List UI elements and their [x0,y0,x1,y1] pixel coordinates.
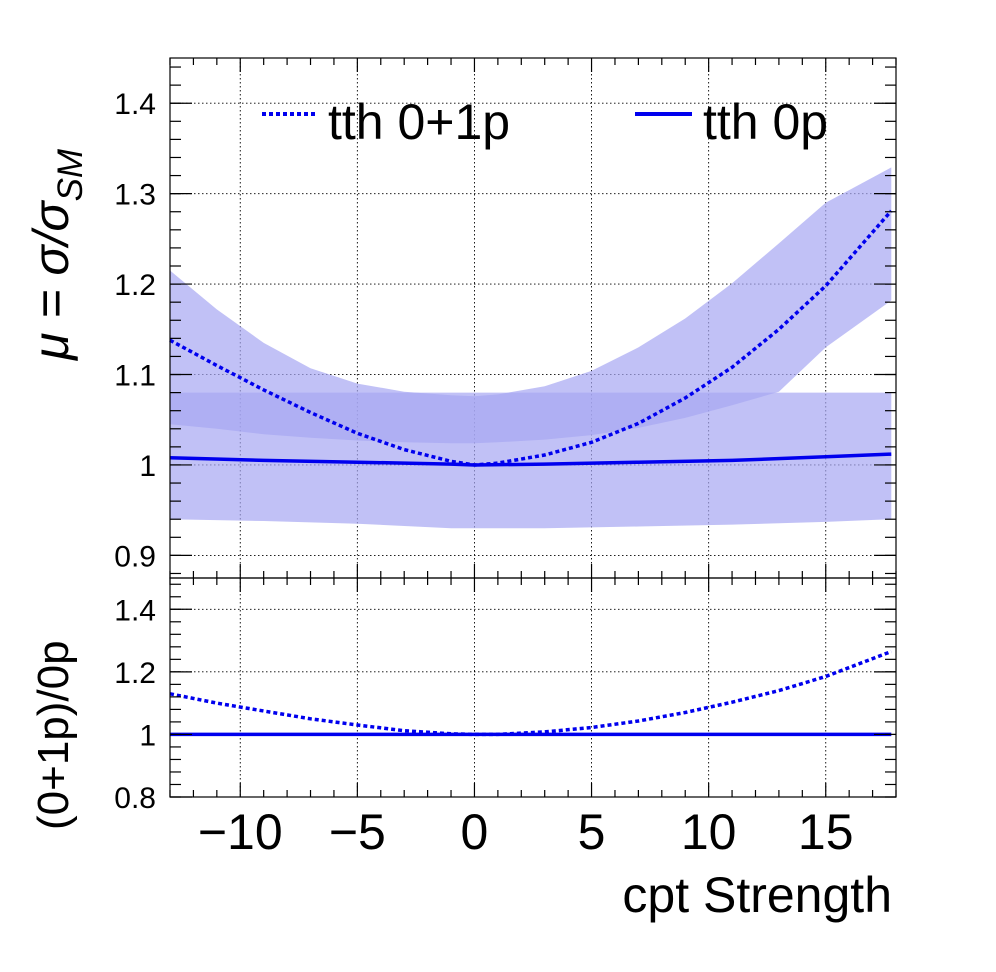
x-tick-label: −5 [329,804,386,860]
y-tick-label: 1.1 [114,360,156,393]
legend: tth 0+1p tth 0p [262,94,828,150]
x-tick-label: −10 [198,804,283,860]
y-tick-label: 1.3 [114,179,156,212]
x-tick-label: 15 [798,804,854,860]
series-line-solid [169,452,892,467]
x-tick-label: 5 [578,804,606,860]
series-line-dotted [169,209,893,467]
bottom-y-tick-labels: 0.8 1 1.2 1.4 [114,594,156,815]
bottom-y-axis-title: (0+1p)/0p [29,640,78,830]
bottom-frame [169,577,897,798]
x-tick-labels: −10 −5 0 5 10 15 [198,804,854,860]
top-ticks [169,58,897,578]
x-tick-label: 0 [461,804,489,860]
y-tick-label: 1 [139,450,156,483]
x-axis-title: cpt Strength [622,867,892,923]
top-uncertainty-bands [170,167,892,529]
y-tick-label: 1.2 [114,269,156,302]
uncertainty-band [170,167,892,444]
legend-label-0p: tth 0p [703,94,828,150]
top-y-tick-labels: 0.9 1 1.1 1.2 1.3 1.4 [114,88,156,573]
legend-label-0-1p: tth 0+1p [328,94,510,150]
y-tick-label: 0.9 [114,540,156,573]
y-tick-label: 1.2 [114,657,156,690]
top-panel: 0.9 1 1.1 1.2 1.3 1.4 μ = σ/σSM tth 0+1p tth … [23,57,897,579]
bottom-series-lines [169,649,892,737]
y-tick-label: 1.4 [114,594,156,627]
bottom-panel: 0.8 1 1.2 1.4 −10 −5 0 5 10 15 (0+1p)/0p cpt Str… [29,577,897,923]
y-tick-label: 1.4 [114,88,156,121]
x-tick-label: 10 [681,804,737,860]
top-series-lines [169,209,893,467]
top-y-axis-title: μ = σ/σSM [23,148,90,362]
y-tick-label: 0.8 [114,782,156,815]
uncertainty-band [170,392,892,529]
y-tick-label: 1 [139,719,156,752]
